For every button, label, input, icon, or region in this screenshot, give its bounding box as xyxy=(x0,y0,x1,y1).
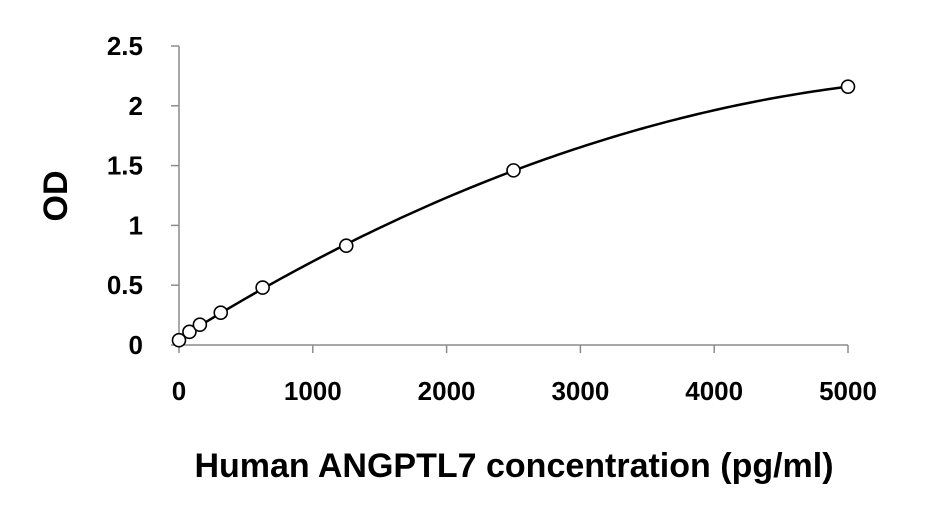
y-tick-label: 2 xyxy=(129,91,143,121)
x-axis-ticks: 0 1000 2000 3000 4000 5000 xyxy=(172,345,877,406)
data-point xyxy=(213,305,229,321)
x-tick-label: 1000 xyxy=(284,376,342,406)
data-point xyxy=(840,79,856,94)
y-tick-label: 0 xyxy=(129,330,143,360)
data-points xyxy=(171,79,856,348)
y-tick-label: 0.5 xyxy=(107,270,143,300)
data-point xyxy=(338,238,354,254)
y-tick-label: 1.5 xyxy=(107,151,143,181)
y-axis-label: OD xyxy=(37,171,75,222)
x-axis-label: Human ANGPTL7 concentration (pg/ml) xyxy=(194,447,833,485)
x-tick-label: 3000 xyxy=(551,376,609,406)
data-point xyxy=(182,324,197,340)
data-point xyxy=(506,163,521,178)
data-point xyxy=(192,317,208,332)
x-tick-label: 5000 xyxy=(819,376,877,406)
y-tick-label: 2.5 xyxy=(107,31,143,61)
fit-curve xyxy=(178,85,849,340)
data-point xyxy=(171,332,187,348)
y-tick-label: 1 xyxy=(129,210,143,240)
y-axis-ticks: 0 0.5 1 1.5 2 2.5 xyxy=(107,31,179,360)
x-tick-label: 4000 xyxy=(685,376,743,406)
x-tick-label: 2000 xyxy=(418,376,476,406)
data-point xyxy=(255,280,270,295)
x-tick-label: 0 xyxy=(172,376,186,406)
